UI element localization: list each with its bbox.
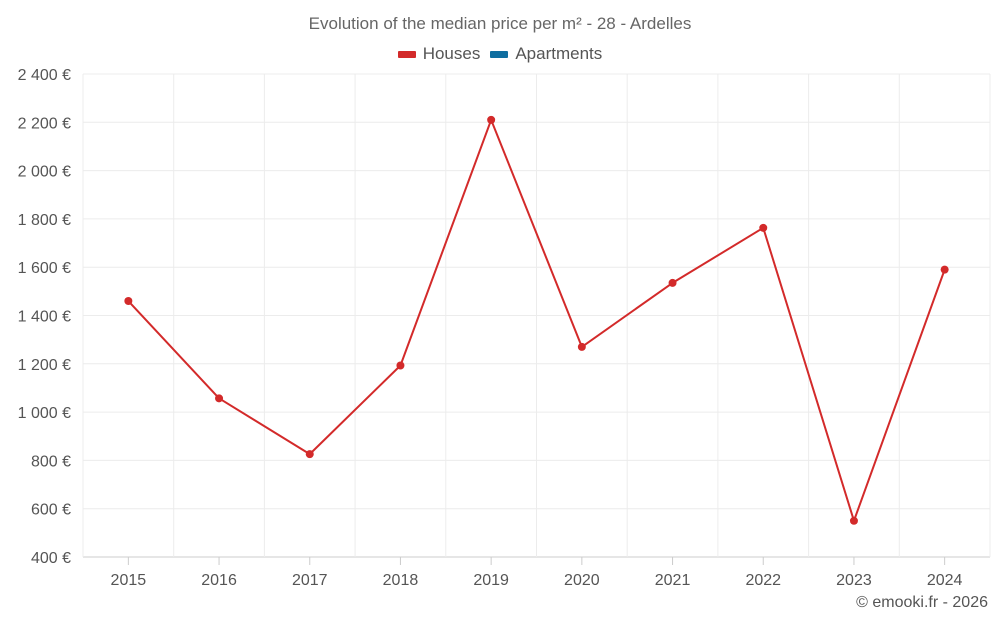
- y-tick-label: 1 400 €: [18, 309, 71, 326]
- y-tick-label: 600 €: [31, 502, 71, 519]
- chart-title: Evolution of the median price per m² - 2…: [308, 14, 692, 33]
- x-tick-label: 2017: [292, 572, 328, 589]
- x-tick-label: 2021: [655, 572, 691, 589]
- x-tick-label: 2020: [564, 572, 600, 589]
- y-tick-label: 1 000 €: [18, 405, 71, 422]
- data-point: [487, 115, 496, 124]
- series-line-houses: [127, 118, 946, 522]
- x-tick-label: 2022: [745, 572, 781, 589]
- x-tick-label: 2016: [201, 572, 237, 589]
- data-point: [124, 297, 133, 306]
- y-tick-label: 400 €: [31, 550, 71, 567]
- copyright-text: © emooki.fr - 2026: [856, 594, 988, 611]
- data-point: [305, 450, 314, 459]
- y-tick-label: 800 €: [31, 453, 71, 470]
- data-point: [759, 223, 768, 232]
- data-point: [215, 394, 224, 403]
- x-tick-label: 2015: [111, 572, 147, 589]
- chart-legend: Houses Apartments: [0, 44, 1000, 64]
- legend-item-houses[interactable]: Houses: [397, 44, 481, 64]
- legend-item-apartments[interactable]: Apartments: [490, 44, 602, 64]
- x-tick-label: 2019: [473, 572, 509, 589]
- x-tick-label: 2024: [927, 572, 963, 589]
- y-tick-label: 1 200 €: [18, 357, 71, 374]
- y-tick-label: 1 600 €: [18, 260, 71, 277]
- data-point: [396, 361, 405, 370]
- y-tick-label: 1 800 €: [18, 212, 71, 229]
- data-point: [849, 516, 858, 525]
- y-tick-label: 2 400 €: [18, 67, 71, 84]
- data-point: [577, 342, 586, 351]
- data-point: [940, 265, 949, 274]
- legend-label-apartments: Apartments: [515, 44, 603, 63]
- y-tick-label: 2 200 €: [18, 115, 71, 132]
- legend-swatch-apartments: [490, 50, 509, 58]
- legend-swatch-houses: [397, 50, 416, 58]
- x-tick-label: 2018: [383, 572, 419, 589]
- legend-label-houses: Houses: [422, 44, 481, 63]
- data-point: [668, 278, 677, 287]
- x-tick-label: 2023: [836, 572, 872, 589]
- y-tick-label: 2 000 €: [18, 164, 71, 181]
